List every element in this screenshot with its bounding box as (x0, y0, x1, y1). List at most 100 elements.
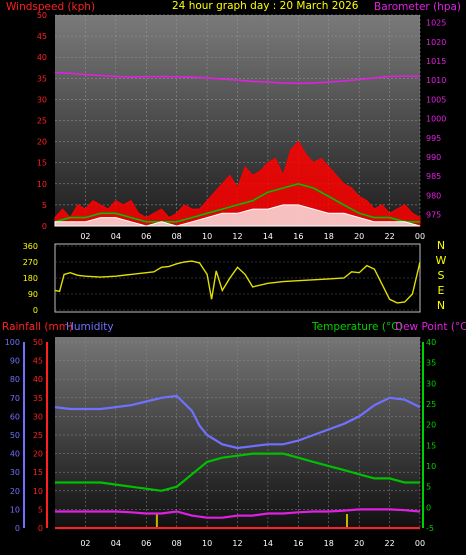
rainfall-tick-label: 0 (38, 524, 43, 533)
windspeed-tick-label: 50 (37, 11, 47, 20)
rain-x-tick-label: 16 (293, 539, 303, 548)
barometer-tick-label: 1015 (426, 57, 446, 66)
windspeed-axis-ticks: 0 5 10 15 20 25 30 35 40 45 50 (37, 11, 47, 231)
chart-title: 24 hour graph day : 20 March 2026 (172, 0, 359, 12)
humidity-tick-label: 50 (10, 431, 20, 440)
barometer-tick-label: 1000 (426, 115, 446, 124)
humidity-series (54, 394, 421, 450)
wind-x-tick-label: 12 (232, 232, 242, 241)
temperature-axis-ticks: -5 0 5 10 15 20 25 30 35 40 (422, 338, 436, 533)
gust-series (54, 140, 421, 227)
rain-x-tick-label: 14 (263, 539, 273, 548)
barometer-tick-label: 990 (426, 153, 441, 162)
windspeed-tick-label: 30 (37, 95, 47, 104)
rainfall-tick-label: 25 (33, 431, 43, 440)
direction-tick-label: 270 (23, 258, 38, 267)
barometer-tick-label: 975 (426, 210, 441, 219)
barometer-tick-label: 1025 (426, 19, 446, 28)
temperature-tick-label: 25 (426, 400, 436, 409)
temperature-tick-label: 40 (426, 338, 436, 347)
wind-panel-x-ticks: 02 04 06 08 10 12 14 16 18 20 22 00 (80, 232, 425, 241)
compass-label: N (437, 299, 445, 312)
wind-x-tick-label: 10 (202, 232, 212, 241)
direction-series (54, 260, 421, 304)
rain-panel-series (54, 394, 421, 529)
temperature-tick-label: 0 (426, 503, 431, 512)
rain-panel-x-ticks: 02 04 06 08 10 12 14 16 18 20 22 00 (80, 539, 425, 548)
average-series (54, 182, 420, 223)
direction-tick-label: 180 (23, 274, 38, 283)
direction-tick-label: 0 (33, 306, 38, 315)
compass-label: E (438, 284, 445, 297)
compass-label: N (437, 239, 445, 252)
temperature-tick-label: -5 (426, 524, 434, 533)
windspeed-tick-label: 45 (37, 32, 47, 41)
wind-x-tick-label: 00 (415, 232, 425, 241)
humidity-tick-label: 20 (10, 487, 20, 496)
rainfall-tick-label: 5 (38, 505, 43, 514)
humidity-axis-title: Humidity (66, 321, 114, 333)
humidity-axis-ticks: 0 10 20 30 40 50 60 70 80 90 100 (5, 338, 25, 533)
wind-x-tick-label: 16 (293, 232, 303, 241)
wind-x-tick-label: 08 (172, 232, 182, 241)
wind-x-tick-label: 22 (384, 232, 394, 241)
windspeed-tick-label: 15 (37, 159, 47, 168)
temperature-tick-label: 35 (426, 359, 436, 368)
rainfall-tick-label: 20 (33, 450, 43, 459)
rain-x-tick-label: 12 (232, 539, 242, 548)
direction-tick-label: 360 (23, 242, 38, 251)
rain-x-tick-label: 20 (354, 539, 364, 548)
wind-x-tick-label: 18 (324, 232, 334, 241)
windspeed-tick-label: 0 (42, 222, 47, 231)
direction-panel-background (54, 243, 421, 313)
wind-x-tick-label: 02 (80, 232, 90, 241)
barometer-axis-ticks: 975 980 985 990 995 1000 1005 1010 1015 1020 1025 (426, 19, 446, 220)
rainfall-tick-label: 35 (33, 394, 43, 403)
temperature-tick-label: 10 (426, 462, 436, 471)
rain-x-tick-label: 00 (415, 539, 425, 548)
rainfall-tick-label: 15 (33, 468, 43, 477)
humidity-tick-label: 30 (10, 468, 20, 477)
barometer-tick-label: 980 (426, 191, 441, 200)
rainfall-tick-label: 50 (33, 338, 43, 347)
temperature-tick-label: 20 (426, 421, 436, 430)
temperature-series (55, 452, 420, 492)
humidity-tick-label: 0 (15, 524, 20, 533)
barometer-tick-label: 1005 (426, 95, 446, 104)
direction-tick-label: 90 (28, 290, 38, 299)
direction-axis-ticks: 0 90 180 270 360 (23, 242, 38, 315)
humidity-tick-label: 40 (10, 450, 20, 459)
barometer-axis-title: Barometer (hpa) (374, 1, 461, 13)
compass-label: W (436, 254, 447, 267)
temperature-axis-title: Temperature (°C) (311, 321, 403, 333)
rainfall-tick-label: 45 (33, 357, 43, 366)
humidity-tick-label: 70 (10, 394, 20, 403)
barometer-tick-label: 1010 (426, 76, 446, 85)
barometer-tick-label: 995 (426, 134, 441, 143)
humidity-tick-label: 60 (10, 412, 20, 421)
humidity-tick-label: 100 (5, 338, 20, 347)
rain-x-tick-label: 18 (324, 539, 334, 548)
temperature-tick-label: 15 (426, 441, 436, 450)
wind-x-tick-label: 14 (263, 232, 273, 241)
wind-x-tick-label: 06 (141, 232, 151, 241)
wind-panel-series (54, 71, 421, 227)
wind-x-tick-label: 04 (111, 232, 121, 241)
humidity-tick-label: 10 (10, 505, 20, 514)
rainfall-axis-ticks: 0 5 10 15 20 25 30 35 40 45 50 (33, 338, 48, 533)
temperature-tick-label: 30 (426, 379, 436, 388)
rain-x-tick-label: 10 (202, 539, 212, 548)
wind-x-tick-label: 20 (354, 232, 364, 241)
wind-panel-grid (55, 14, 421, 227)
windspeed-tick-label: 25 (37, 117, 47, 126)
rainfall-tick-label: 10 (33, 487, 43, 496)
windspeed-tick-label: 5 (42, 201, 47, 210)
rain-x-tick-label: 06 (141, 539, 151, 548)
windspeed-tick-label: 20 (37, 138, 47, 147)
dewpoint-axis-title: Dew Point (°C) (395, 321, 466, 333)
windspeed-series (54, 204, 421, 227)
barometer-tick-label: 1020 (426, 38, 446, 47)
rain-x-tick-label: 22 (384, 539, 394, 548)
